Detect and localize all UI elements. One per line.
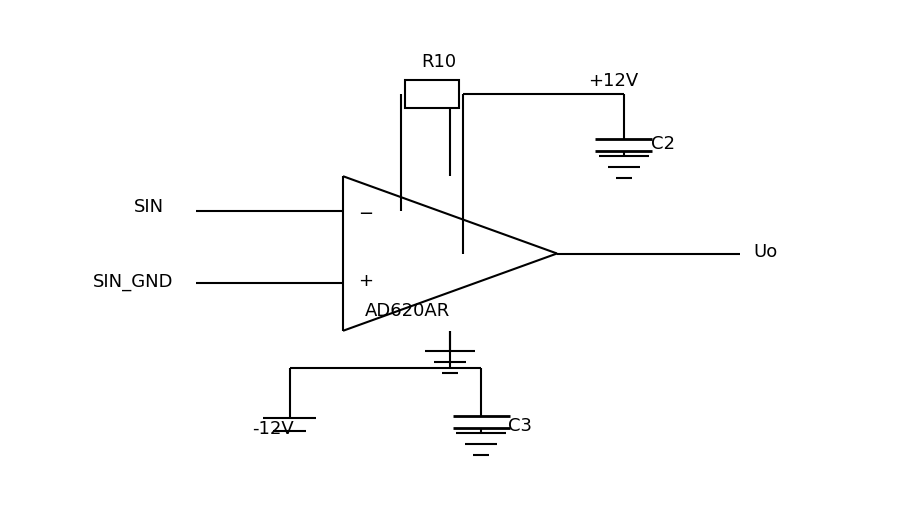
Text: R10: R10 — [421, 53, 456, 70]
Text: Uo: Uo — [753, 243, 778, 261]
Text: C3: C3 — [508, 417, 532, 434]
Text: SIN: SIN — [133, 198, 164, 216]
Text: -12V: -12V — [252, 420, 293, 438]
Text: C2: C2 — [651, 135, 675, 153]
Text: +12V: +12V — [589, 73, 638, 90]
Bar — [405, 80, 459, 107]
Text: SIN_GND: SIN_GND — [94, 273, 174, 291]
Text: −: − — [357, 205, 373, 223]
Text: +: + — [358, 272, 373, 290]
Text: AD620AR: AD620AR — [365, 302, 451, 320]
